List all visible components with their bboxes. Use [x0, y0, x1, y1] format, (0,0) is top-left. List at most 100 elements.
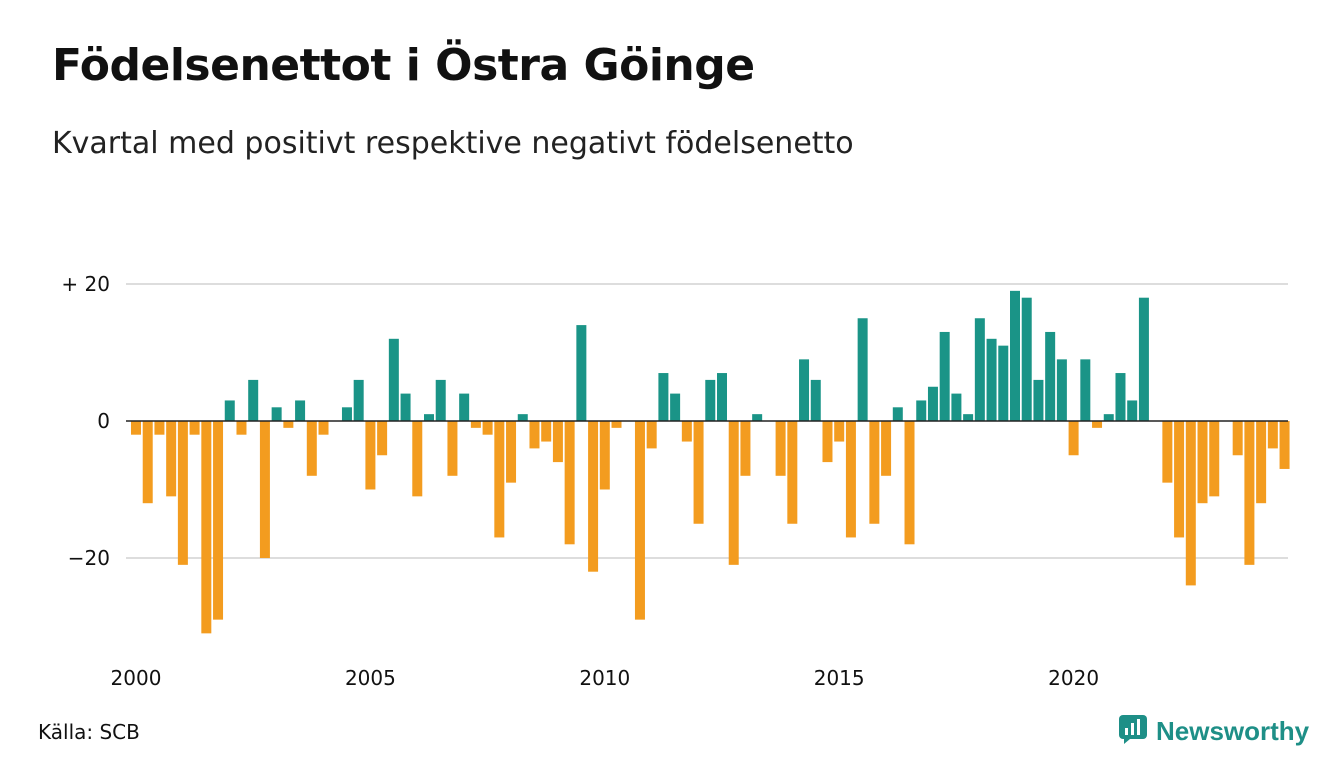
brand-logo[interactable]: Newsworthy — [1118, 714, 1309, 748]
bar-negative — [412, 421, 423, 497]
bar-positive — [857, 318, 868, 421]
chart-title: Födelsenettot i Östra Göinge — [52, 40, 755, 91]
bar-negative — [1162, 421, 1173, 483]
bar-positive — [1010, 290, 1020, 421]
bar-negative — [1279, 421, 1290, 469]
bar-positive — [916, 400, 927, 421]
bar-positive — [248, 379, 259, 421]
bar-positive — [400, 393, 411, 421]
bar-negative — [588, 421, 599, 572]
bar-positive — [1033, 379, 1044, 421]
bar-positive — [986, 338, 997, 421]
bar-positive — [1021, 297, 1032, 421]
bar-positive — [424, 414, 434, 421]
bar-negative — [634, 421, 645, 620]
bar-positive — [576, 325, 587, 421]
bar-positive — [435, 379, 446, 421]
bar-negative — [541, 421, 552, 442]
bar-negative — [564, 421, 575, 545]
bar-negative — [599, 421, 610, 490]
bar-negative — [482, 421, 493, 435]
bar-positive — [658, 373, 669, 421]
bar-negative — [834, 421, 845, 442]
bar-negative — [470, 421, 481, 428]
x-tick-label: 2015 — [814, 666, 865, 690]
bar-negative — [646, 421, 657, 449]
source-note: Källa: SCB — [38, 720, 140, 744]
bar-negative — [822, 421, 833, 463]
bar-positive — [1045, 331, 1056, 421]
bar-negative — [131, 421, 141, 435]
bar-negative — [681, 421, 692, 442]
bar-negative — [845, 421, 856, 538]
bars — [131, 290, 1290, 634]
bar-negative — [447, 421, 458, 476]
bar-negative — [189, 421, 200, 435]
bar-negative — [529, 421, 540, 449]
bar-positive — [752, 414, 763, 421]
y-tick-label: + 20 — [61, 272, 110, 296]
bar-negative — [177, 421, 188, 565]
bar-positive — [353, 379, 364, 421]
bar-negative — [1068, 421, 1079, 456]
bar-positive — [1115, 373, 1126, 421]
bar-positive — [799, 359, 810, 421]
bar-negative — [1232, 421, 1243, 456]
bar-negative — [904, 421, 915, 545]
bar-negative — [1267, 421, 1278, 449]
bar-positive — [974, 318, 985, 421]
bar-negative — [494, 421, 505, 538]
y-tick-labels: + 20 0 −20 — [61, 272, 110, 570]
bar-positive — [951, 393, 962, 421]
x-tick-label: 2005 — [345, 666, 396, 690]
bar-positive — [998, 345, 1009, 421]
y-tick-label: −20 — [68, 546, 110, 570]
bar-negative — [1256, 421, 1267, 504]
bar-negative — [306, 421, 317, 476]
bar-negative — [259, 421, 270, 558]
bar-positive — [892, 407, 903, 421]
bar-positive — [1080, 359, 1091, 421]
bar-negative — [142, 421, 153, 504]
bar-positive — [224, 400, 235, 421]
bar-negative — [1209, 421, 1220, 497]
bar-negative — [283, 421, 294, 428]
chart-subtitle: Kvartal med positivt respektive negativt… — [52, 126, 854, 161]
bar-negative — [154, 421, 165, 435]
bar-positive — [927, 386, 938, 421]
bar-positive — [341, 407, 352, 421]
newsworthy-logo-icon — [1118, 714, 1148, 748]
bar-positive — [670, 393, 681, 421]
x-tick-label: 2020 — [1048, 666, 1099, 690]
bar-positive — [388, 338, 399, 421]
bar-negative — [881, 421, 892, 476]
bar-negative — [1092, 421, 1103, 428]
bar-positive — [717, 373, 727, 421]
bar-positive — [810, 379, 821, 421]
bar-positive — [1056, 359, 1067, 421]
x-tick-label: 2000 — [111, 666, 162, 690]
bar-negative — [377, 421, 388, 456]
bar-positive — [705, 379, 716, 421]
bar-negative — [1244, 421, 1255, 565]
bar-negative — [869, 421, 880, 524]
gridlines — [126, 283, 1288, 559]
bar-positive — [295, 400, 306, 421]
bar-negative — [1197, 421, 1208, 504]
y-tick-label: 0 — [97, 409, 110, 433]
bar-positive — [1103, 414, 1114, 421]
bar-positive — [963, 414, 974, 421]
x-tick-label: 2010 — [579, 666, 630, 690]
bar-negative — [611, 421, 622, 428]
bar-negative — [506, 421, 517, 483]
bar-negative — [201, 421, 212, 634]
bar-negative — [365, 421, 376, 490]
bar-negative — [775, 421, 786, 476]
bar-negative — [1185, 421, 1196, 586]
bar-negative — [236, 421, 247, 435]
x-tick-labels: 2000 2005 2010 2015 2020 — [111, 666, 1100, 690]
bar-positive — [459, 393, 470, 421]
bar-positive — [1127, 400, 1138, 421]
bar-negative — [166, 421, 177, 497]
